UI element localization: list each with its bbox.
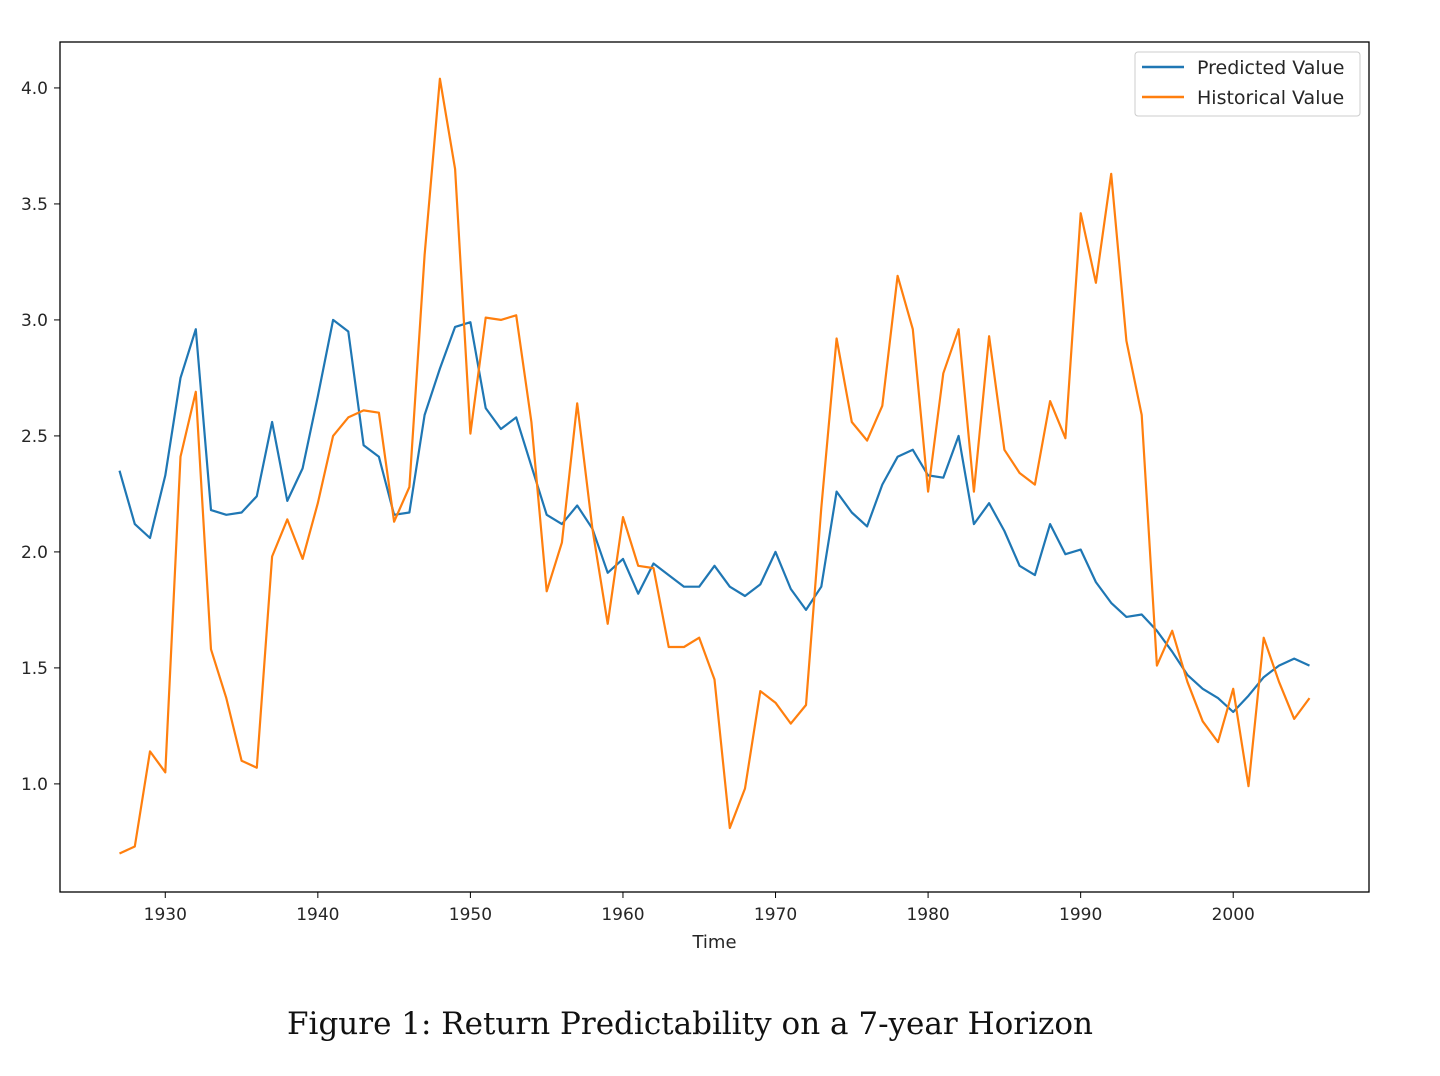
legend-label: Historical Value	[1197, 87, 1344, 109]
x-tick-label: 2000	[1212, 905, 1255, 925]
x-tick-label: 1970	[754, 905, 797, 925]
legend-box	[1134, 51, 1361, 117]
x-tick-label: 1950	[449, 905, 492, 925]
x-axis-label: Time	[691, 932, 736, 953]
x-tick-label: 1980	[906, 905, 949, 925]
x-tick-label: 1930	[144, 905, 187, 925]
x-tick-label: 1960	[601, 905, 644, 925]
plot-frame	[59, 41, 1370, 893]
x-tick-label: 1990	[1059, 905, 1102, 925]
legend-label: Predicted Value	[1197, 57, 1344, 79]
y-tick-label: 1.0	[21, 775, 48, 795]
y-tick-label: 3.0	[21, 311, 48, 331]
y-tick-label: 3.5	[21, 195, 48, 215]
line-chart: 1930 1940 1950 1960 1970 1980 1990 2000 1.0 1.5 2.…	[21, 41, 1370, 953]
figure-caption: Figure 1: Return Predictability on a 7-y…	[287, 1006, 1093, 1042]
y-tick-label: 4.0	[21, 79, 48, 99]
x-tick-label: 1940	[296, 905, 339, 925]
y-tick-label: 1.5	[21, 659, 48, 679]
y-tick-label: 2.0	[21, 543, 48, 563]
series-line-predicted-value	[118, 318, 1310, 714]
y-tick-label: 2.5	[21, 427, 48, 447]
series-line-historical-value	[119, 77, 1311, 855]
